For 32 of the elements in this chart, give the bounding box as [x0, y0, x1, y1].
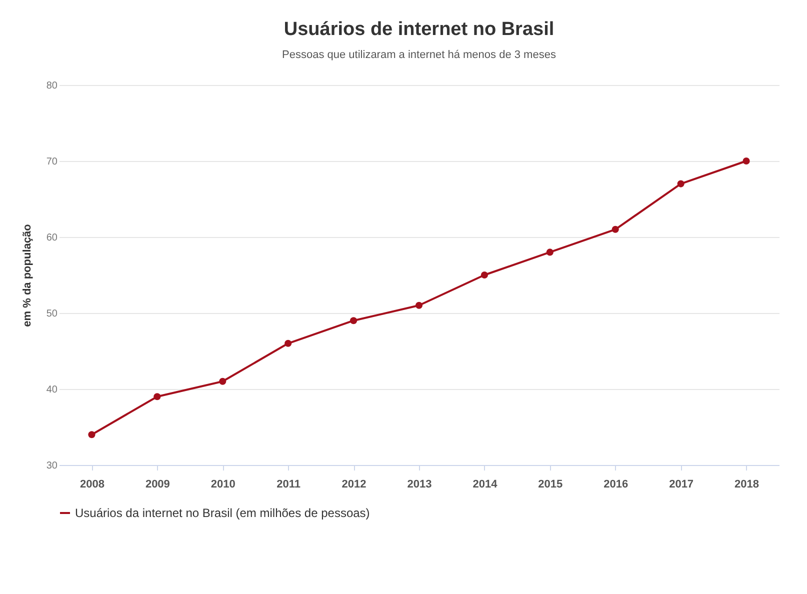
chart-title: Usuários de internet no Brasil	[284, 19, 554, 40]
x-tick-label: 2013	[407, 478, 432, 490]
x-tick-label: 2018	[734, 478, 760, 490]
y-tick-label: 30	[46, 460, 58, 472]
point	[219, 378, 226, 385]
x-tick-label: 2017	[669, 478, 694, 490]
point	[88, 431, 96, 438]
y-tick-label: 60	[46, 232, 58, 244]
x-tick-label: 2008	[80, 478, 104, 490]
y-tick-label: 50	[46, 308, 58, 320]
chart-subtitle: Pessoas que utilizaram a internet há menos de 3 meses	[282, 49, 556, 61]
y-tick-label: 70	[46, 156, 58, 168]
x-tick-label: 2010	[210, 478, 236, 490]
x-tick-label: 2011	[276, 478, 301, 490]
point	[350, 317, 358, 324]
point	[284, 340, 292, 347]
x-tick-label: 2015	[538, 478, 563, 490]
x-tick-label: 2016	[604, 478, 628, 490]
point	[154, 393, 161, 400]
point	[742, 157, 750, 165]
point	[415, 302, 423, 309]
y-axis-title: em % da população	[21, 224, 34, 327]
x-tick-label: 2014	[472, 478, 498, 490]
legend-label: Usuários da internet no Brasil (em milhões de pessoas)	[75, 506, 370, 520]
x-tick-label: 2012	[342, 478, 366, 490]
point	[612, 226, 619, 233]
point	[546, 248, 554, 256]
x-tick-label: 2009	[145, 478, 170, 490]
y-tick-label: 40	[46, 384, 58, 396]
point	[677, 180, 684, 188]
point	[480, 271, 488, 279]
y-tick-label: 80	[46, 80, 58, 92]
